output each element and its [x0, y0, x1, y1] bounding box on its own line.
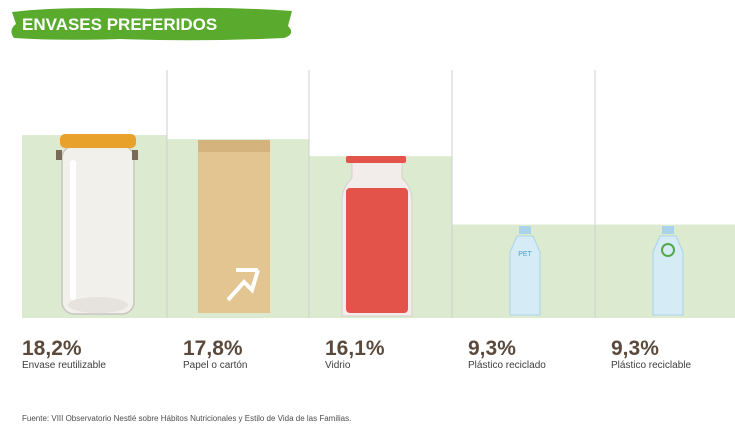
separators: [166, 70, 596, 318]
category-label: Plástico reciclado: [468, 360, 546, 371]
category-label: Papel o cartón: [183, 360, 248, 371]
jar-icon: [56, 134, 138, 315]
glass-bottle-icon: [341, 156, 413, 317]
value-label: 18,2%: [22, 337, 82, 360]
svg-text:PET: PET: [518, 251, 532, 258]
source-note: Fuente: VIII Observatorio Nestlé sobre H…: [22, 414, 351, 423]
plastic-bottle-icon: [652, 226, 684, 316]
plastic-bottle-icon: PET: [509, 226, 541, 316]
value-label: 9,3%: [468, 337, 516, 360]
category-label: Envase reutilizable: [22, 360, 106, 371]
value-label: 16,1%: [325, 337, 385, 360]
paper-bag-icon: [198, 140, 270, 313]
category-label: Plástico reciclable: [611, 360, 691, 371]
category-label: Vidrio: [325, 360, 351, 371]
value-label: 17,8%: [183, 337, 243, 360]
value-label: 9,3%: [611, 337, 659, 360]
title-banner: [11, 7, 293, 41]
chart-title: ENVASES PREFERIDOS: [22, 15, 217, 34]
